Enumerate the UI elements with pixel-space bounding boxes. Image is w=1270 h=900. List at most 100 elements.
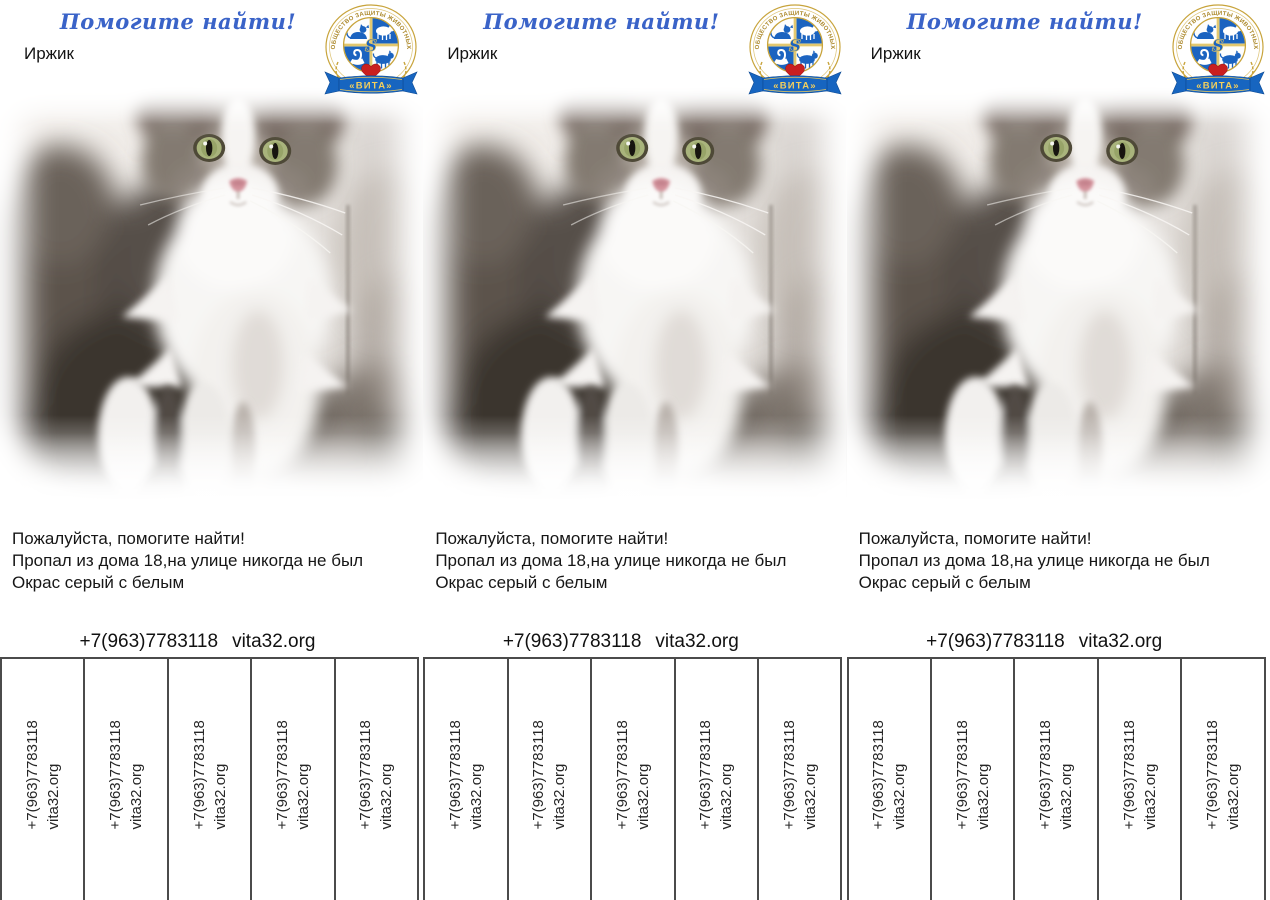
tear-off-phone: +7(963)7783118 bbox=[23, 719, 41, 829]
tear-off-website: vita32.org bbox=[468, 763, 486, 829]
tear-off-phone: +7(963)7783118 bbox=[1037, 719, 1055, 829]
tear-off-website: vita32.org bbox=[801, 763, 819, 829]
photo-vignette bbox=[423, 85, 847, 520]
vita-logo-svg: ОБЩЕСТВО ЗАЩИТЫ ЖИВОТНЫХ bbox=[1171, 4, 1265, 95]
tear-off-strips: +7(963)7783118 vita32.org +7(963)7783118… bbox=[0, 657, 419, 900]
logo-heart-icon bbox=[361, 63, 382, 81]
tear-off-strip: +7(963)7783118 vita32.org bbox=[333, 659, 417, 900]
tear-off-website: vita32.org bbox=[1224, 763, 1242, 829]
pet-name: Иржик bbox=[24, 44, 74, 63]
description-line: Пожалуйста, помогите найти! bbox=[12, 529, 245, 548]
contact-line: +7(963)7783118 vita32.org bbox=[0, 631, 419, 653]
tear-off-strip: +7(963)7783118 vita32.org bbox=[590, 659, 673, 900]
logo-cat-icon bbox=[769, 24, 793, 39]
tear-off-text: +7(963)7783118 vita32.org bbox=[1119, 694, 1161, 829]
tear-off-strip: +7(963)7783118 vita32.org bbox=[1180, 659, 1263, 900]
description-line: Окрас серый с белым bbox=[435, 573, 608, 592]
vita-logo: ОБЩЕСТВО ЗАЩИТЫ ЖИВОТНЫХ bbox=[323, 2, 419, 101]
website: vita32.org bbox=[232, 631, 316, 652]
logo-monogram: S bbox=[1212, 37, 1224, 57]
logo-ribbon: «ВИТА» bbox=[1171, 71, 1265, 95]
tear-off-text: +7(963)7783118 vita32.org bbox=[528, 694, 570, 829]
vita-logo: ОБЩЕСТВО ЗАЩИТЫ ЖИВОТНЫХ bbox=[1170, 2, 1266, 101]
description-line: Пропал из дома 18,на улице никогда не бы… bbox=[12, 551, 364, 570]
description: Пожалуйста, помогите найти! Пропал из до… bbox=[435, 528, 840, 594]
tear-off-phone: +7(963)7783118 bbox=[447, 719, 465, 829]
logo-dog-icon bbox=[796, 50, 818, 69]
tear-off-text: +7(963)7783118 vita32.org bbox=[1035, 694, 1077, 829]
logo-heart-icon bbox=[784, 63, 805, 81]
tear-off-website: vita32.org bbox=[44, 763, 62, 829]
tear-off-website: vita32.org bbox=[378, 763, 396, 829]
tear-off-text: +7(963)7783118 vita32.org bbox=[1202, 694, 1244, 829]
description-line: Пропал из дома 18,на улице никогда не бы… bbox=[858, 551, 1210, 570]
headline: Помогите найти! bbox=[906, 9, 1143, 34]
tear-off-website: vita32.org bbox=[128, 763, 146, 829]
description-line: Окрас серый с белым bbox=[12, 573, 185, 592]
tear-off-phone: +7(963)7783118 bbox=[953, 719, 971, 829]
description: Пожалуйста, помогите найти! Пропал из до… bbox=[12, 528, 417, 594]
tear-off-website: vita32.org bbox=[718, 763, 736, 829]
cat-photo bbox=[846, 85, 1270, 520]
website: vita32.org bbox=[1078, 631, 1163, 652]
tear-off-text: +7(963)7783118 vita32.org bbox=[612, 694, 654, 829]
tear-off-text: +7(963)7783118 vita32.org bbox=[952, 694, 994, 829]
contact-line: +7(963)7783118 vita32.org bbox=[423, 631, 842, 653]
tear-off-strip: +7(963)7783118 vita32.org bbox=[1096, 659, 1180, 900]
tear-off-strips: +7(963)7783118 vita32.org +7(963)7783118… bbox=[423, 657, 843, 900]
tear-off-strip: +7(963)7783118 vita32.org bbox=[2, 659, 83, 900]
headline: Помогите найти! bbox=[59, 9, 297, 34]
tear-off-text: +7(963)7783118 vita32.org bbox=[779, 694, 821, 829]
tear-off-phone: +7(963)7783118 bbox=[273, 719, 291, 829]
tear-off-website: vita32.org bbox=[891, 763, 909, 829]
tear-off-website: vita32.org bbox=[294, 763, 312, 829]
cat-photo bbox=[423, 85, 847, 520]
phone-number: +7(963)7783118 bbox=[79, 631, 219, 652]
vita-logo: ОБЩЕСТВО ЗАЩИТЫ ЖИВОТНЫХ bbox=[747, 2, 843, 101]
description-line: Пожалуйста, помогите найти! bbox=[858, 529, 1092, 548]
pet-name: Иржик bbox=[447, 44, 498, 63]
tear-off-phone: +7(963)7783118 bbox=[107, 719, 125, 829]
logo-shield: S bbox=[1190, 18, 1245, 72]
tear-off-phone: +7(963)7783118 bbox=[613, 719, 631, 829]
photo-vignette bbox=[0, 85, 424, 520]
logo-swan-icon bbox=[773, 48, 789, 65]
tear-off-strip: +7(963)7783118 vita32.org bbox=[425, 659, 506, 900]
headline: Помогите найти! bbox=[483, 9, 720, 34]
tear-off-website: vita32.org bbox=[551, 763, 569, 829]
tear-off-strip: +7(963)7783118 vita32.org bbox=[930, 659, 1013, 900]
tear-off-text: +7(963)7783118 vita32.org bbox=[105, 694, 147, 829]
tear-off-strip: +7(963)7783118 vita32.org bbox=[756, 659, 840, 900]
logo-heart-icon bbox=[1208, 63, 1228, 81]
description-line: Пропал из дома 18,на улице никогда не бы… bbox=[435, 551, 787, 570]
tear-off-strip: +7(963)7783118 vita32.org bbox=[506, 659, 590, 900]
tear-off-phone: +7(963)7783118 bbox=[1203, 719, 1221, 829]
tear-off-phone: +7(963)7783118 bbox=[1120, 719, 1138, 829]
tear-off-phone: +7(963)7783118 bbox=[697, 719, 715, 829]
vita-logo-svg: ОБЩЕСТВО ЗАЩИТЫ ЖИВОТНЫХ bbox=[324, 4, 418, 95]
tear-off-text: +7(963)7783118 vita32.org bbox=[355, 694, 397, 829]
photo-vignette bbox=[846, 85, 1270, 520]
tear-off-website: vita32.org bbox=[211, 763, 229, 829]
tear-off-strip: +7(963)7783118 vita32.org bbox=[673, 659, 757, 900]
description: Пожалуйста, помогите найти! Пропал из до… bbox=[859, 528, 1264, 594]
logo-ribbon: «ВИТА» bbox=[748, 71, 842, 95]
cat-photo bbox=[0, 85, 424, 520]
tear-off-phone: +7(963)7783118 bbox=[357, 719, 375, 829]
logo-brand-text: «ВИТА» bbox=[1196, 81, 1240, 92]
vita-logo-svg: ОБЩЕСТВО ЗАЩИТЫ ЖИВОТНЫХ bbox=[748, 4, 842, 95]
tear-off-text: +7(963)7783118 vita32.org bbox=[189, 694, 231, 829]
tear-off-strip: +7(963)7783118 vita32.org bbox=[1013, 659, 1096, 900]
tear-off-website: vita32.org bbox=[634, 763, 652, 829]
description-line: Пожалуйста, помогите найти! bbox=[435, 529, 669, 548]
contact-line: +7(963)7783118 vita32.org bbox=[847, 631, 1266, 653]
logo-swan-icon bbox=[350, 48, 365, 65]
tear-off-phone: +7(963)7783118 bbox=[870, 719, 888, 829]
tear-off-website: vita32.org bbox=[974, 763, 992, 829]
tear-off-phone: +7(963)7783118 bbox=[530, 719, 548, 829]
tear-off-strips: +7(963)7783118 vita32.org +7(963)7783118… bbox=[846, 657, 1266, 900]
tear-off-strip: +7(963)7783118 vita32.org bbox=[849, 659, 930, 900]
website: vita32.org bbox=[655, 631, 739, 652]
tear-off-strip: +7(963)7783118 vita32.org bbox=[83, 659, 166, 900]
logo-monogram: S bbox=[365, 37, 377, 57]
